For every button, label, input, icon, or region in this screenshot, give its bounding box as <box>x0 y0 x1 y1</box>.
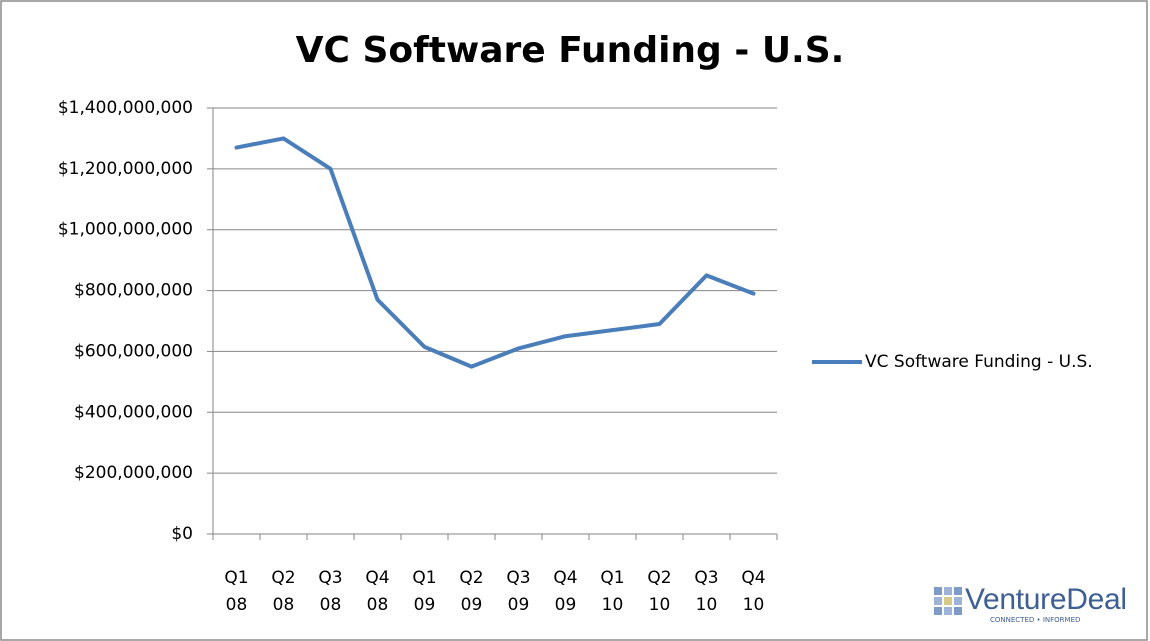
x-tick-label: 08 <box>273 595 295 615</box>
x-tick-label: Q1 <box>412 568 436 588</box>
x-tick-label: Q2 <box>647 568 671 588</box>
y-tick-label: $0 <box>171 524 193 544</box>
y-tick-label: $1,000,000,000 <box>58 220 193 240</box>
x-tick-label: Q1 <box>224 568 248 588</box>
y-tick-label: $800,000,000 <box>74 281 193 301</box>
line-series <box>234 136 756 369</box>
chart-title: VC Software Funding - U.S. <box>296 30 845 71</box>
x-tick-label: Q4 <box>365 568 389 588</box>
logo: VentureDeal CONNECTED • INFORMED <box>934 583 1127 624</box>
x-tick-label: 10 <box>649 595 671 615</box>
x-tick-label: 09 <box>461 595 483 615</box>
x-tick-label: Q3 <box>694 568 718 588</box>
y-tick-label: $600,000,000 <box>74 341 193 361</box>
x-tick-label: 08 <box>320 595 342 615</box>
x-tick-label: 08 <box>367 595 389 615</box>
legend-label: VC Software Funding - U.S. <box>865 352 1093 372</box>
y-tick-label: $1,200,000,000 <box>58 159 193 179</box>
y-tick-label: $200,000,000 <box>74 463 193 483</box>
x-tick-label: 09 <box>555 595 577 615</box>
y-tick-label: $400,000,000 <box>74 402 193 422</box>
x-tick-label: 10 <box>743 595 765 615</box>
x-tick-label: 10 <box>696 595 718 615</box>
logo-name: VentureDeal <box>965 583 1127 616</box>
y-tick-label: $1,400,000,000 <box>58 98 193 118</box>
x-tick-label: Q3 <box>506 568 530 588</box>
x-tick-label: Q4 <box>741 568 765 588</box>
x-tick-label: Q2 <box>459 568 483 588</box>
logo-tagline: CONNECTED • INFORMED <box>990 616 1080 624</box>
x-tick-label: 08 <box>226 595 248 615</box>
x-tick-label: Q2 <box>271 568 295 588</box>
x-tick-label: 09 <box>508 595 530 615</box>
logo-icon <box>934 587 962 615</box>
x-tick-label: Q3 <box>318 568 342 588</box>
x-tick-label: Q4 <box>553 568 577 588</box>
x-tick-label: Q1 <box>600 568 624 588</box>
x-tick-label: 10 <box>602 595 624 615</box>
x-tick-label: 09 <box>414 595 436 615</box>
